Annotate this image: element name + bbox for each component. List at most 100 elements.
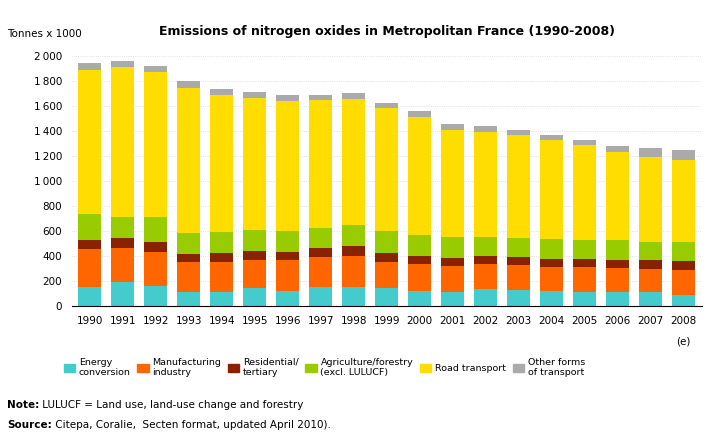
Bar [375, 231, 398, 253]
Bar [507, 135, 530, 238]
Bar [441, 258, 464, 266]
Bar [144, 242, 168, 252]
Bar [639, 292, 662, 306]
Bar [408, 264, 431, 291]
Legend: Energy
conversion, Manufacturing
industry, Residential/
tertiary, Agriculture/fo: Energy conversion, Manufacturing industr… [64, 358, 585, 377]
Bar [408, 117, 431, 235]
Bar [507, 130, 530, 135]
Bar [639, 269, 662, 292]
Bar [309, 257, 332, 287]
Bar [111, 281, 135, 306]
Bar [606, 153, 629, 240]
Bar [441, 130, 464, 237]
Bar [672, 271, 695, 295]
Bar [144, 286, 168, 306]
Bar [474, 256, 497, 264]
Bar [540, 135, 563, 140]
Text: Tonnes x 1000: Tonnes x 1000 [7, 29, 82, 39]
Bar [606, 240, 629, 260]
Bar [211, 262, 233, 291]
Bar [375, 108, 398, 231]
Bar [78, 70, 101, 214]
Bar [639, 260, 662, 269]
Bar [111, 67, 135, 217]
Bar [408, 291, 431, 306]
Bar [474, 126, 497, 132]
Bar [375, 103, 398, 108]
Bar [375, 262, 398, 288]
Bar [211, 232, 233, 253]
Bar [441, 237, 464, 258]
Title: Emissions of nitrogen oxides in Metropolitan France (1990-2008): Emissions of nitrogen oxides in Metropol… [159, 25, 614, 38]
Bar [639, 242, 662, 260]
Bar [441, 266, 464, 292]
Bar [309, 95, 332, 100]
Bar [573, 259, 596, 267]
Bar [78, 249, 101, 287]
Bar [309, 249, 332, 257]
Bar [606, 292, 629, 306]
Bar [342, 246, 365, 256]
Bar [342, 256, 365, 287]
Bar [276, 260, 299, 291]
Bar [672, 150, 695, 160]
Bar [408, 111, 431, 117]
Bar [144, 217, 168, 242]
Bar [507, 265, 530, 290]
Bar [78, 287, 101, 306]
Bar [639, 157, 662, 242]
Text: Citepa, Coralie,  Secten format, updated April 2010).: Citepa, Coralie, Secten format, updated … [52, 420, 330, 430]
Bar [276, 252, 299, 260]
Bar [672, 242, 695, 261]
Text: (e): (e) [677, 336, 691, 347]
Bar [111, 239, 135, 248]
Bar [606, 268, 629, 292]
Bar [177, 254, 200, 262]
Bar [243, 92, 266, 98]
Bar [606, 260, 629, 268]
Bar [342, 99, 365, 225]
Bar [573, 267, 596, 291]
Bar [309, 100, 332, 228]
Bar [144, 73, 168, 217]
Bar [111, 61, 135, 67]
Bar [573, 240, 596, 259]
Bar [78, 63, 101, 70]
Bar [540, 291, 563, 306]
Bar [375, 288, 398, 306]
Bar [309, 287, 332, 306]
Bar [342, 225, 365, 246]
Bar [276, 231, 299, 252]
Bar [276, 101, 299, 231]
Bar [507, 238, 530, 257]
Bar [507, 257, 530, 265]
Bar [507, 290, 530, 306]
Bar [211, 89, 233, 95]
Bar [177, 233, 200, 254]
Bar [177, 81, 200, 88]
Bar [672, 160, 695, 242]
Bar [276, 291, 299, 306]
Bar [211, 291, 233, 306]
Bar [78, 240, 101, 249]
Bar [144, 66, 168, 73]
Bar [243, 260, 266, 288]
Bar [177, 88, 200, 233]
Bar [639, 148, 662, 157]
Bar [342, 93, 365, 99]
Bar [540, 267, 563, 291]
Bar [211, 95, 233, 232]
Bar [78, 214, 101, 240]
Bar [243, 98, 266, 230]
Bar [342, 287, 365, 306]
Bar [474, 132, 497, 236]
Bar [375, 253, 398, 262]
Bar [408, 256, 431, 264]
Bar [276, 95, 299, 101]
Bar [606, 146, 629, 153]
Bar [177, 292, 200, 306]
Bar [243, 230, 266, 251]
Text: Note:: Note: [7, 400, 39, 410]
Bar [573, 146, 596, 240]
Bar [441, 292, 464, 306]
